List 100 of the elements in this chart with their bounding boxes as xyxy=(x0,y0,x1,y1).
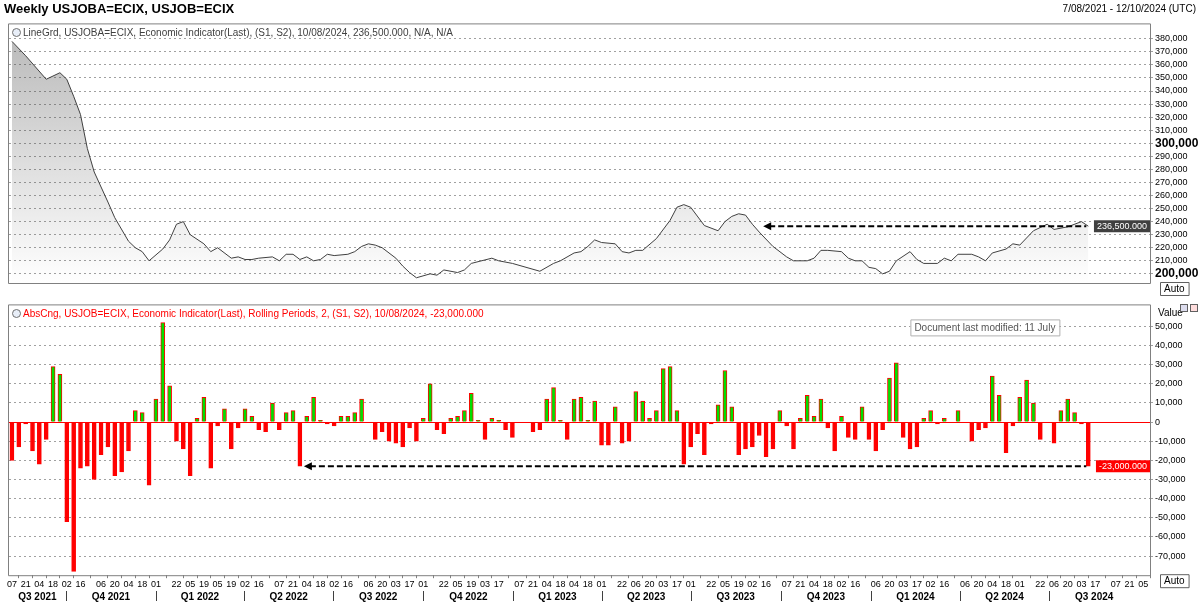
x-tick-label: 05 xyxy=(212,579,223,590)
x-tick-label: 07 xyxy=(514,579,525,590)
x-tick-label: 04 xyxy=(301,579,312,590)
x-tick-label: 17 xyxy=(1090,579,1101,590)
x-tick-label: 03 xyxy=(898,579,909,590)
text: Q1 2024 xyxy=(896,590,936,602)
bar xyxy=(174,422,179,442)
x-tick-label: 17 xyxy=(404,579,415,590)
x-tick-label: 16 xyxy=(253,579,264,590)
x-tick-label: 04 xyxy=(34,579,45,590)
text: Auto xyxy=(1164,574,1186,586)
x-tick-label: 04 xyxy=(541,579,552,590)
y-tick-label: 290,000 xyxy=(1155,150,1188,161)
x-tick-label: 01 xyxy=(1014,579,1025,590)
x-tick-label: 18 xyxy=(822,579,833,590)
bar xyxy=(85,422,90,467)
x-tick-label: 06 xyxy=(870,579,881,590)
text: Q1 2023 xyxy=(538,590,578,602)
y-tick-label: -40,000 xyxy=(1155,493,1186,504)
y-tick-label: 10,000 xyxy=(1155,397,1183,408)
bar xyxy=(736,422,741,455)
x-tick-label: 19 xyxy=(466,579,477,590)
x-tick-label: 16 xyxy=(850,579,861,590)
y-tick-label: 350,000 xyxy=(1155,72,1188,83)
bar xyxy=(263,422,268,433)
y-tick-label: 280,000 xyxy=(1155,163,1188,174)
y-tick-label: 330,000 xyxy=(1155,98,1188,109)
y-tick-label: 270,000 xyxy=(1155,176,1188,187)
legend-label: LineGrd, USJOBA=ECIX, Economic Indicator(Last), (S1, S2), 10/08/2024, 236,500.000, N/A, N/A xyxy=(23,27,454,39)
bar xyxy=(414,422,419,442)
bar xyxy=(832,422,837,452)
x-tick-label: 02 xyxy=(61,579,72,590)
x-tick-label: 01 xyxy=(596,579,607,590)
x-tick-label: 02 xyxy=(329,579,340,590)
x-tick-label: 07 xyxy=(781,579,792,590)
y-tick-label: 370,000 xyxy=(1155,46,1188,57)
x-tick-label: 21 xyxy=(1124,579,1135,590)
x-tick-label: 17 xyxy=(671,579,682,590)
x-tick-label: 22 xyxy=(706,579,717,590)
bar xyxy=(791,422,796,450)
x-tick-label: 02 xyxy=(240,579,251,590)
y-axis-title: Value xyxy=(1158,307,1184,319)
x-tick-label: 04 xyxy=(987,579,998,590)
x-tick-label: 06 xyxy=(959,579,970,590)
annotation: -23,000.000 xyxy=(1098,460,1148,471)
x-tick-label: 17 xyxy=(493,579,504,590)
text: Q3 2022 xyxy=(359,590,398,602)
y-tick-label: 200,000 xyxy=(1155,266,1199,281)
x-tick-label: 21 xyxy=(795,579,806,590)
x-tick-label: 06 xyxy=(630,579,641,590)
text: Q3 2021 xyxy=(18,590,58,602)
x-tick-label: 22 xyxy=(617,579,628,590)
x-tick-label: 01 xyxy=(685,579,696,590)
x-tick-label: 05 xyxy=(1138,579,1149,590)
x-tick-label: 02 xyxy=(747,579,758,590)
x-tick-label: 18 xyxy=(555,579,566,590)
x-tick-label: 18 xyxy=(1001,579,1012,590)
text: Q3 2024 xyxy=(1074,590,1114,602)
y-tick-label: 210,000 xyxy=(1155,255,1188,266)
x-tick-label: 19 xyxy=(226,579,237,590)
bar xyxy=(695,422,700,434)
x-tick-label: 21 xyxy=(527,579,538,590)
x-tick-label: 18 xyxy=(315,579,326,590)
x-tick-label: 20 xyxy=(109,579,120,590)
text: Q3 2023 xyxy=(716,590,756,602)
text: Q1 2022 xyxy=(180,590,220,602)
x-tick-label: 02 xyxy=(925,579,936,590)
y-tick-label: -20,000 xyxy=(1155,454,1186,465)
y-tick-label: 360,000 xyxy=(1155,59,1188,70)
x-tick-label: 04 xyxy=(123,579,134,590)
text: Q4 2021 xyxy=(91,590,131,602)
y-tick-label: 340,000 xyxy=(1155,85,1188,96)
bar xyxy=(78,422,83,469)
y-tick-label: -70,000 xyxy=(1155,550,1186,561)
bar xyxy=(119,422,124,473)
y-tick-label: 300,000 xyxy=(1155,135,1199,150)
annotation: Document last modified: 11 July xyxy=(914,321,1056,333)
y-tick-label: 30,000 xyxy=(1155,359,1183,370)
bar xyxy=(743,422,748,450)
x-tick-label: 21 xyxy=(288,579,299,590)
y-tick-label: 240,000 xyxy=(1155,216,1188,227)
x-tick-label: 01 xyxy=(150,579,161,590)
y-tick-label: 310,000 xyxy=(1155,124,1188,135)
y-tick-label: 260,000 xyxy=(1155,189,1188,200)
bar xyxy=(126,422,131,452)
y-tick-label: -10,000 xyxy=(1155,435,1186,446)
y-tick-label: 220,000 xyxy=(1155,242,1188,253)
bar xyxy=(846,422,851,438)
bar xyxy=(702,422,707,455)
y-tick-label: 380,000 xyxy=(1155,33,1188,44)
chart-title: Weekly USJOBA=ECIX, USJOB=ECIX xyxy=(4,1,235,16)
y-tick-label: 230,000 xyxy=(1155,229,1188,240)
y-tick-label: 20,000 xyxy=(1155,378,1183,389)
x-tick-label: 03 xyxy=(1076,579,1087,590)
x-tick-label: 06 xyxy=(363,579,374,590)
x-tick-label: 04 xyxy=(809,579,820,590)
x-tick-label: 19 xyxy=(198,579,209,590)
x-tick-label: 06 xyxy=(96,579,107,590)
x-tick-label: 18 xyxy=(48,579,59,590)
x-tick-label: 20 xyxy=(884,579,895,590)
